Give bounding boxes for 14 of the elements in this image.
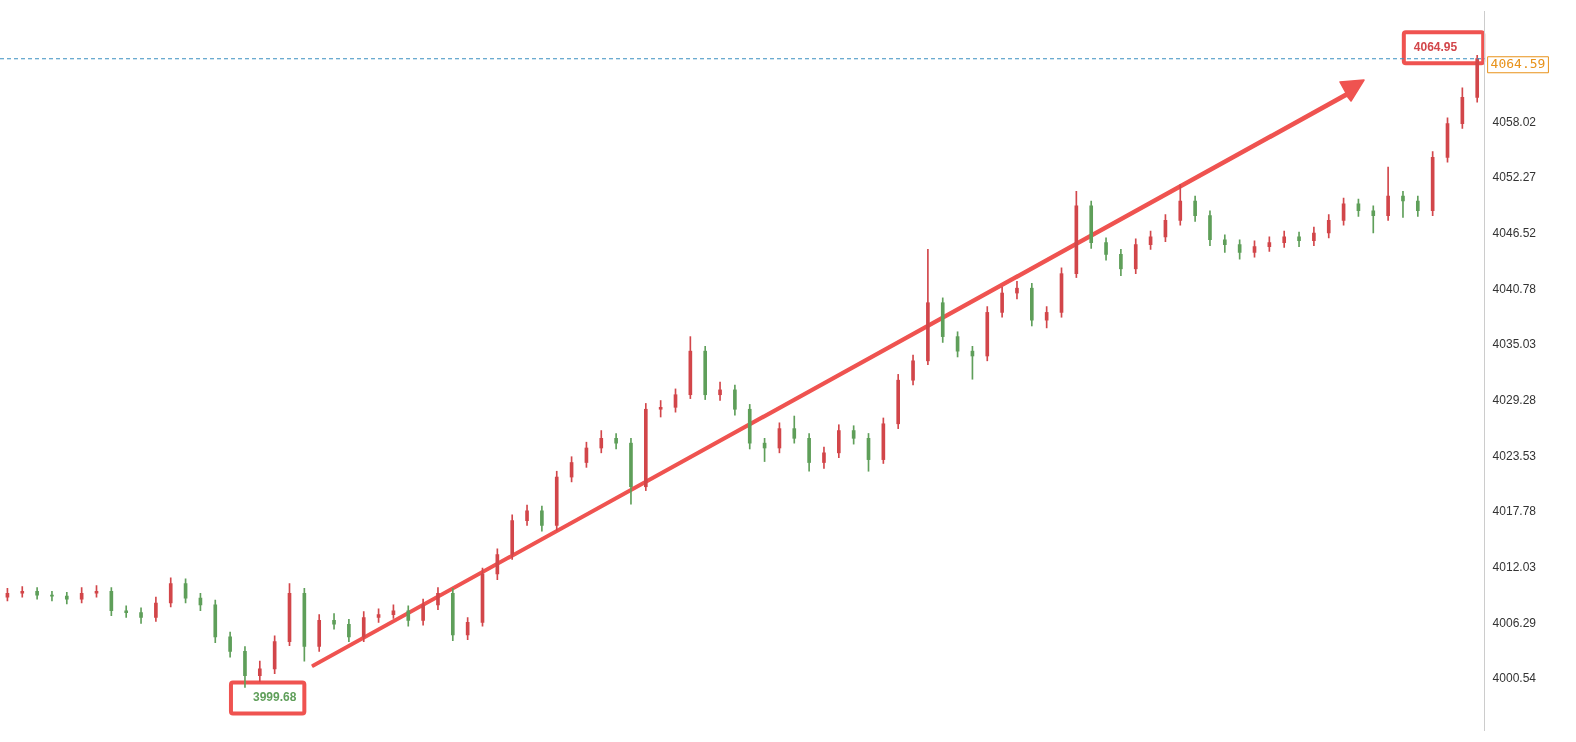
y-tick-label: 4058.02 bbox=[1492, 114, 1537, 129]
y-tick-label: 4023.53 bbox=[1492, 448, 1537, 463]
y-tick-label: 4040.78 bbox=[1492, 281, 1537, 296]
y-tick-label: 4006.29 bbox=[1492, 615, 1537, 630]
annotation: 4064.95 bbox=[1413, 39, 1458, 54]
annotation: 3999.68 bbox=[252, 689, 297, 704]
y-tick-label: 4000.54 bbox=[1492, 671, 1537, 686]
y-tick-label: 4012.03 bbox=[1492, 560, 1537, 575]
ref-line-label: 4064.59 bbox=[1490, 56, 1546, 72]
y-tick-label: 4052.27 bbox=[1492, 170, 1537, 185]
y-tick-label: 4017.78 bbox=[1492, 504, 1537, 519]
y-tick-label: 4046.52 bbox=[1492, 226, 1537, 241]
y-tick-label: 4035.03 bbox=[1492, 337, 1537, 352]
y-tick-label: 4029.28 bbox=[1492, 393, 1537, 408]
